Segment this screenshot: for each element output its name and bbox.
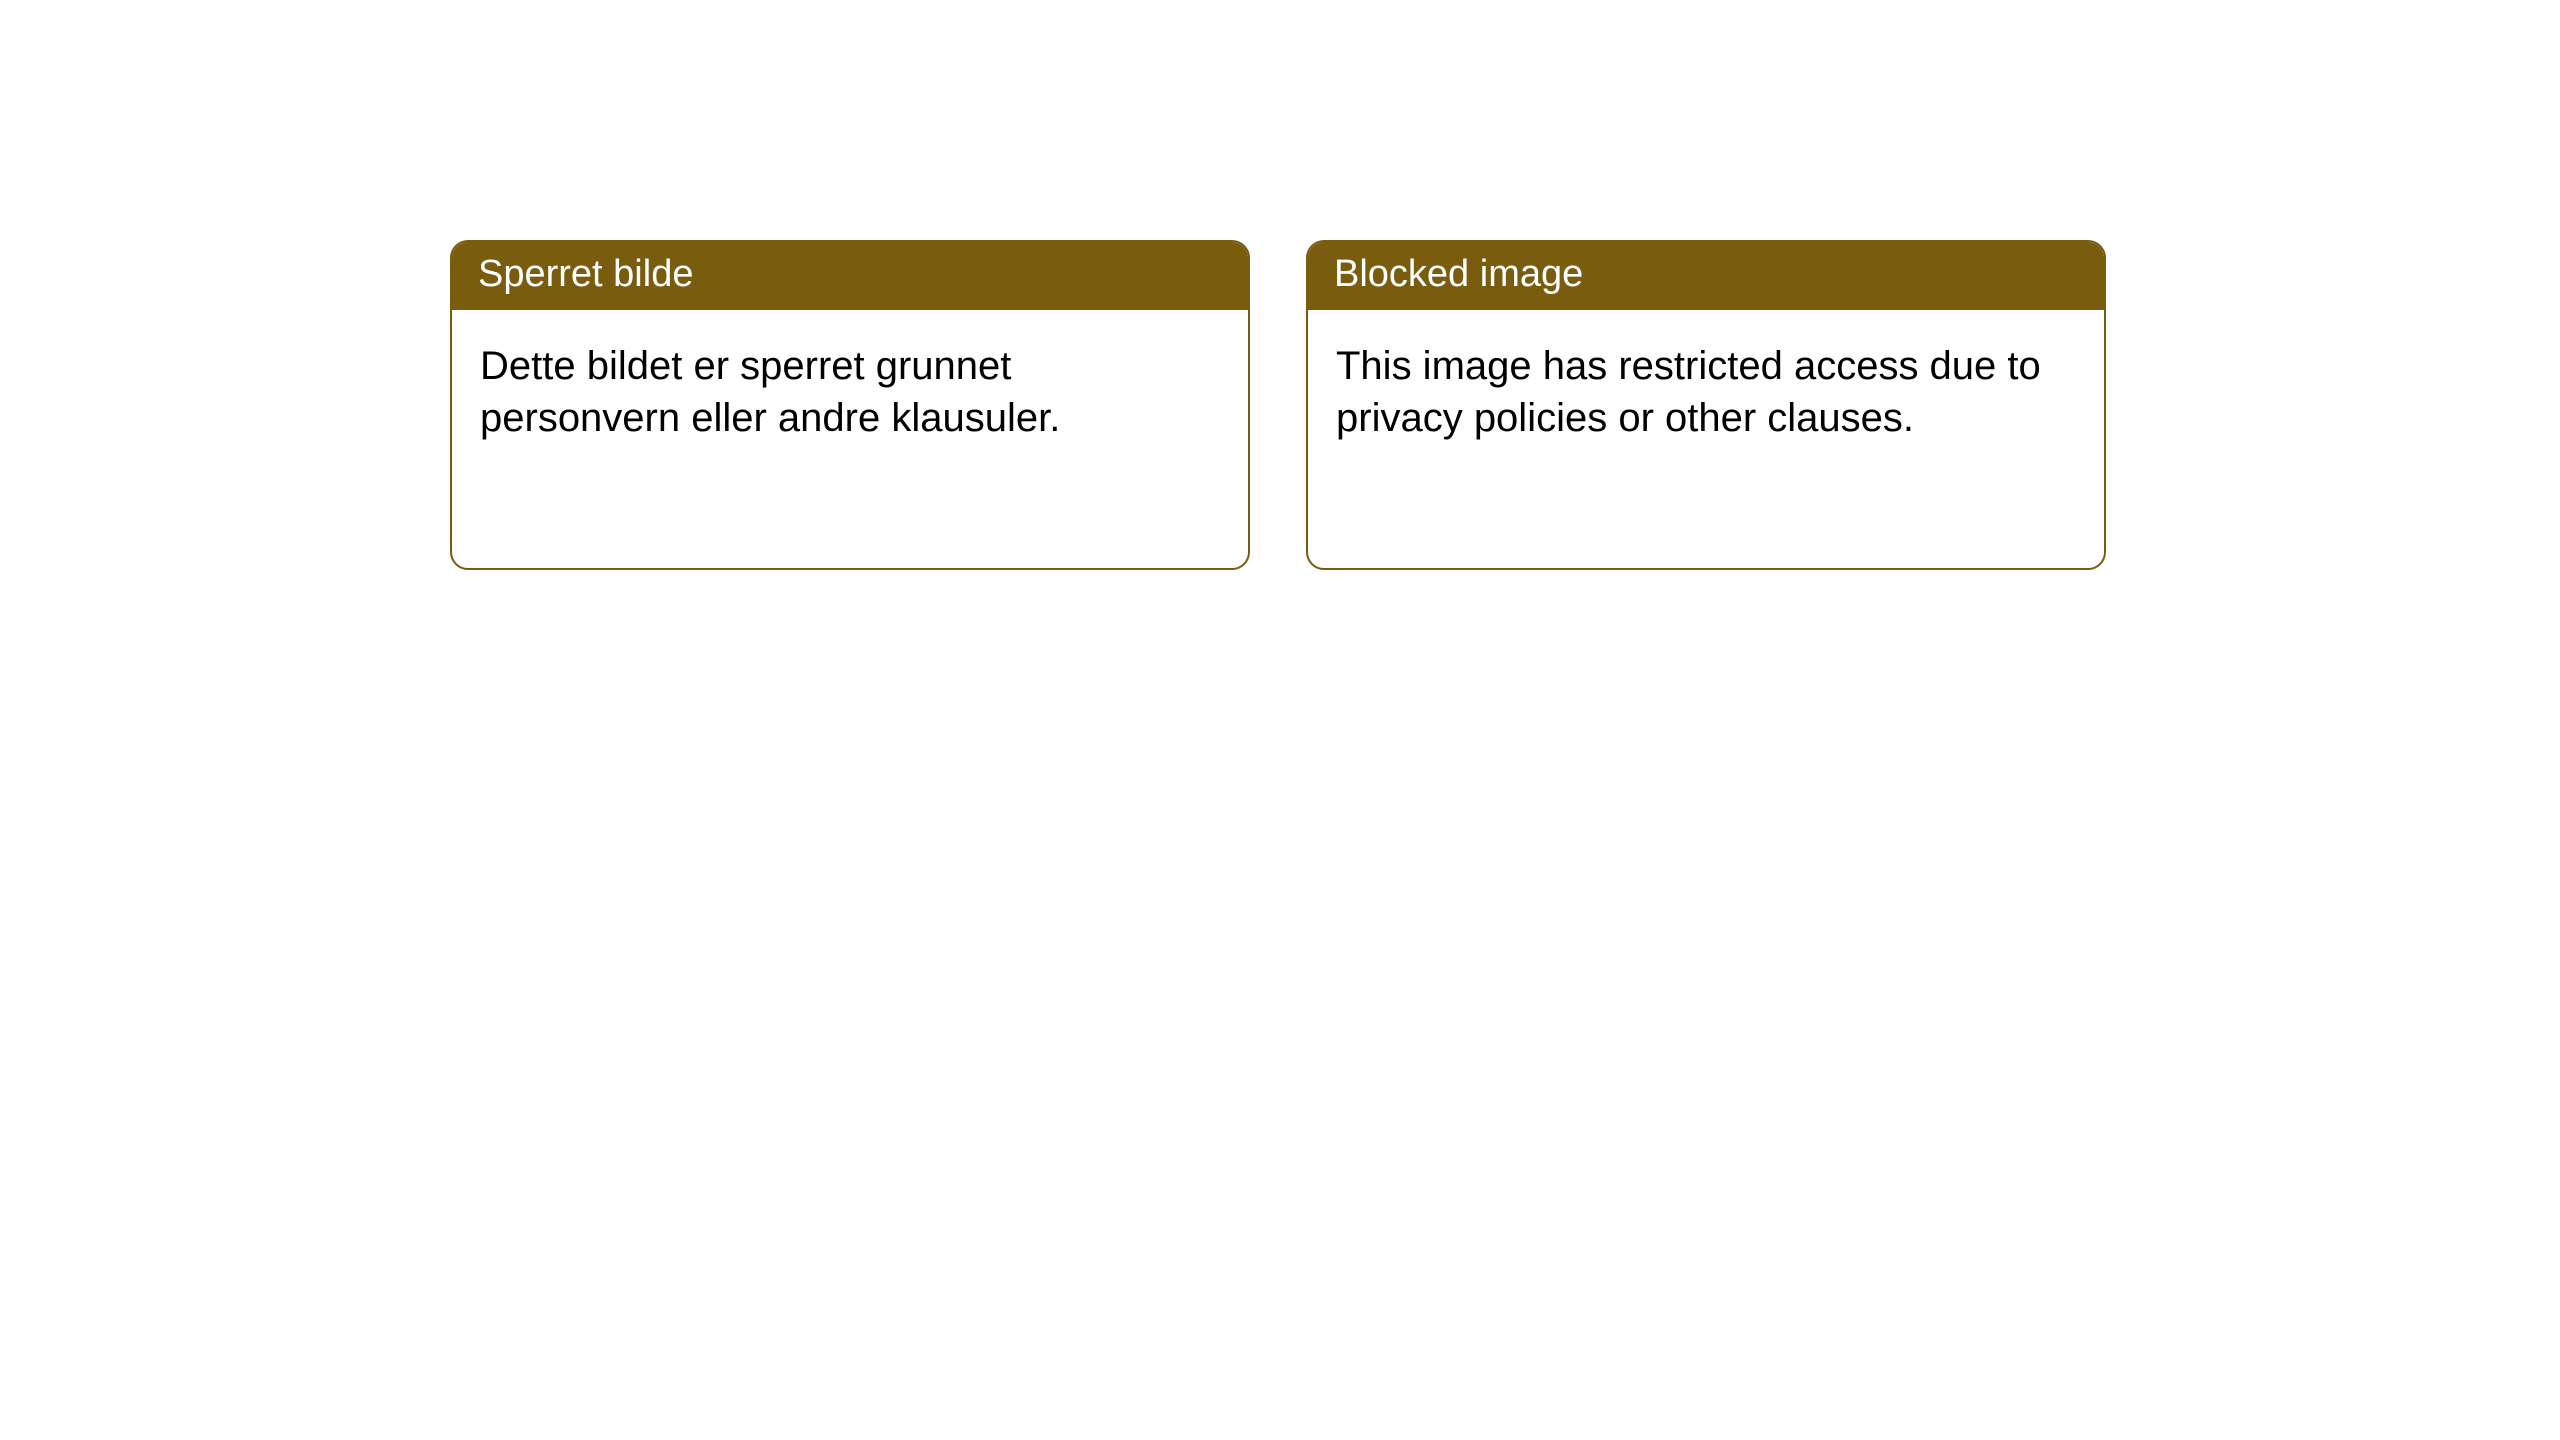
card-header: Sperret bilde (452, 242, 1248, 310)
card-body: Dette bildet er sperret grunnet personve… (452, 310, 1248, 474)
notice-card-english: Blocked image This image has restricted … (1306, 240, 2106, 570)
notice-card-norwegian: Sperret bilde Dette bildet er sperret gr… (450, 240, 1250, 570)
notice-cards-container: Sperret bilde Dette bildet er sperret gr… (0, 0, 2560, 570)
card-body: This image has restricted access due to … (1308, 310, 2104, 474)
card-header: Blocked image (1308, 242, 2104, 310)
